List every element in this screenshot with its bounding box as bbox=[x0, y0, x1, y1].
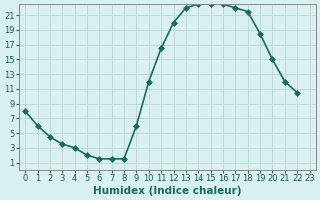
X-axis label: Humidex (Indice chaleur): Humidex (Indice chaleur) bbox=[93, 186, 242, 196]
